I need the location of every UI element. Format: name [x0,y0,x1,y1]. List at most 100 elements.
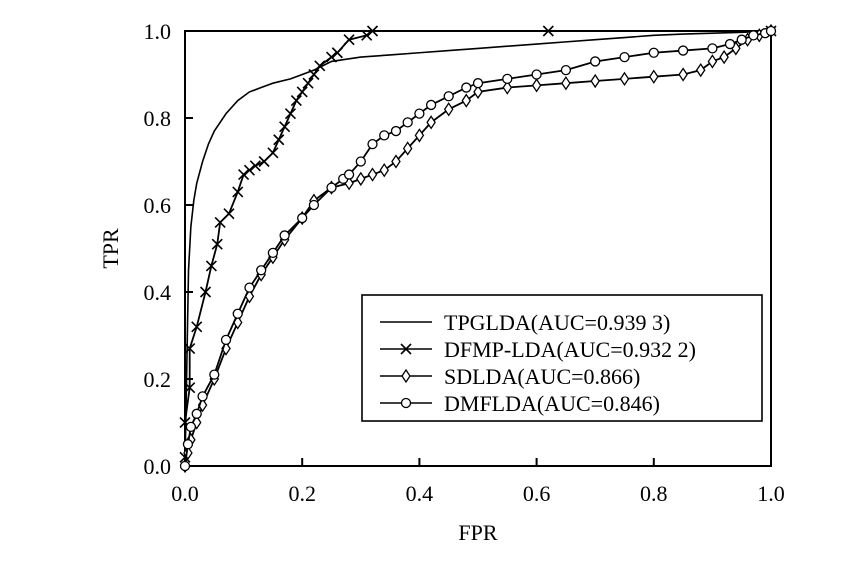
data-point-x-marker [400,343,412,355]
data-point-x-marker [223,208,235,220]
data-point-x-marker [191,321,203,333]
data-point-x-marker [542,25,554,37]
data-point-x-marker [331,47,343,59]
data-point-circle-marker [425,99,437,111]
data-point-x-marker [232,186,244,198]
data-point-x-marker [302,77,314,89]
data-point-diamond-marker [402,141,413,156]
data-point-circle-marker [736,34,747,45]
legend: TPGLDA(AUC=0.939 3)DFMP-LDA(AUC=0.932 2)… [361,294,763,422]
data-point-x-marker [243,164,256,176]
data-point-circle-marker [414,108,425,119]
data-point-x-marker [325,51,338,63]
data-point-diamond-marker [391,154,401,169]
data-point-circle-marker [531,69,542,80]
data-point-x-marker [296,86,308,98]
x-tick-label: 0.2 [288,481,316,506]
data-point-x-marker [314,60,326,72]
data-point-circle-marker [590,56,601,67]
x-axis-title: FPR [458,520,497,545]
data-point-circle-marker [267,247,279,259]
data-point-circle-marker [326,182,337,193]
data-point-circle-marker [472,78,484,89]
data-point-circle-marker [724,38,736,50]
data-point-diamond-marker [695,62,706,78]
data-point-x-marker [214,216,226,228]
data-point-circle-marker [232,308,243,319]
data-point-x-marker [184,342,196,355]
data-point-x-marker [366,25,379,37]
legend-label: TPGLDA(AUC=0.939 3) [444,310,670,335]
data-point-circle-marker [179,460,191,472]
data-point-x-marker [205,260,217,272]
data-point-circle-marker [707,43,718,54]
data-point-x-marker [361,29,373,41]
legend-entry: DFMP-LDA(AUC=0.932 2) [380,337,696,362]
data-point-diamond-marker [707,54,718,69]
data-point-diamond-marker [719,49,729,65]
data-point-x-marker [284,108,297,120]
data-point-x-marker [249,160,261,172]
data-point-circle-marker [400,397,412,409]
legend-box [361,294,763,422]
data-point-circle-marker [297,212,308,224]
data-point-diamond-marker [356,171,366,187]
data-point-circle-marker [367,138,378,150]
y-tick-label: 1.0 [144,19,172,44]
data-point-x-marker [258,155,270,168]
legend-entry: SDLDA(AUC=0.866) [380,364,640,389]
axes: 0.0 0.2 0.4 0.6 0.8 1.0 0.0 0.2 0.4 0.6 0.8 1.0 FPR T… [98,19,785,545]
series-x [179,25,777,463]
data-point-diamond-marker [502,80,513,95]
data-point-diamond-marker [401,368,411,384]
data-point-circle-marker [390,125,402,137]
data-point-diamond-marker [619,71,630,87]
data-point-circle-marker [443,91,454,102]
data-point-diamond-marker [678,67,688,82]
data-point-diamond-marker [414,128,425,143]
data-point-diamond-marker [649,69,659,84]
data-point-circle-marker [279,230,290,241]
data-point-x-marker [308,68,320,81]
data-point-circle-marker [619,51,630,63]
data-point-x-marker [290,95,302,107]
x-tick-label: 0.8 [640,481,668,506]
legend-entry: DMFLDA(AUC=0.846) [380,391,660,416]
data-point-x-marker [211,238,223,250]
data-point-circle-marker [677,45,689,56]
data-point-circle-marker [748,30,759,41]
x-tick-label: 0.0 [171,481,199,506]
series-line [184,30,772,467]
data-point-circle-marker [197,391,208,402]
series-line [184,30,772,467]
data-point-x-marker [238,168,250,181]
data-point-x-marker [343,34,355,46]
series-circle [179,25,777,472]
legend-entry: TPGLDA(AUC=0.939 3) [380,310,670,335]
legend-label: DFMP-LDA(AUC=0.932 2) [444,337,696,362]
data-point-x-marker [279,121,291,133]
y-tick-label: 0.0 [144,454,172,479]
data-point-x-marker [273,134,285,146]
data-point-circle-marker [502,73,513,84]
x-tick-label: 0.4 [406,481,434,506]
data-point-circle-marker [343,169,355,180]
data-point-circle-marker [185,421,197,433]
data-point-x-marker [199,286,212,298]
series-line [184,30,772,467]
data-point-circle-marker [461,82,472,93]
data-point-circle-marker [191,408,202,419]
data-point-circle-marker [648,47,659,58]
data-point-diamond-marker [590,73,600,89]
data-point-circle-marker [244,282,255,293]
plot-area [179,23,777,474]
y-tick-label: 0.2 [144,367,172,392]
data-point-circle-marker [765,25,777,37]
series-none [184,30,772,467]
data-point-circle-marker [402,117,413,128]
data-point-diamond-marker [367,167,378,182]
x-tick-label: 0.6 [523,481,551,506]
y-tick-label: 0.8 [144,106,172,131]
y-tick-label: 0.4 [144,280,172,305]
data-point-diamond-marker [426,115,436,130]
